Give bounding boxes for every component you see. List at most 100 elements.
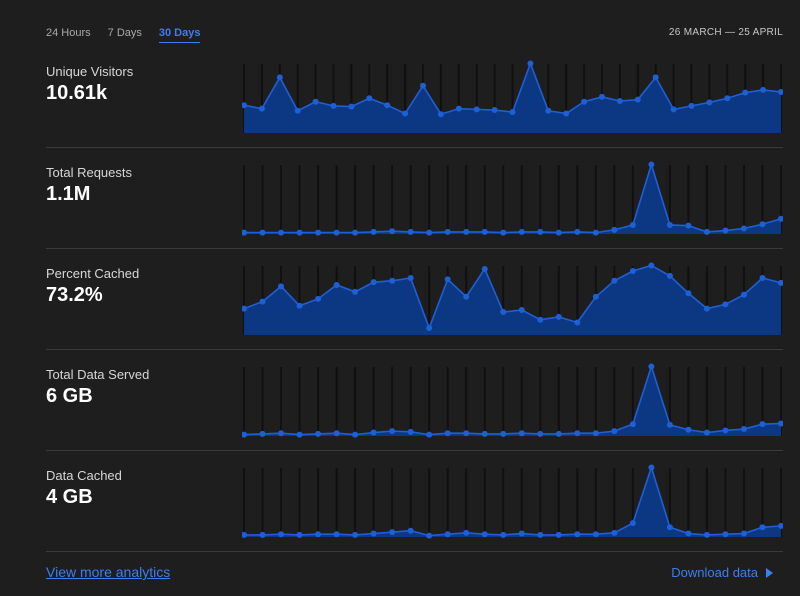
series-area xyxy=(244,265,781,335)
data-point xyxy=(611,226,618,233)
data-point xyxy=(648,363,655,370)
data-point xyxy=(330,102,337,109)
sparkline-chart-total-data-served xyxy=(242,363,783,438)
series-area xyxy=(244,366,781,436)
sparkline-chart-data-cached xyxy=(242,464,783,539)
data-point xyxy=(444,430,451,437)
data-point xyxy=(666,524,673,531)
data-point xyxy=(278,229,285,236)
data-point xyxy=(685,530,692,537)
data-point xyxy=(537,228,544,235)
data-point xyxy=(500,531,507,538)
data-point xyxy=(574,228,581,235)
data-point xyxy=(352,288,359,295)
play-icon xyxy=(766,567,773,578)
download-data-button[interactable]: Download data xyxy=(671,565,773,580)
data-point xyxy=(258,105,265,112)
data-point xyxy=(778,522,783,529)
series-area xyxy=(244,467,781,537)
row-divider xyxy=(46,248,783,249)
data-point xyxy=(759,274,766,281)
data-point xyxy=(706,99,713,106)
tab-7-days[interactable]: 7 Days xyxy=(107,27,142,39)
series-line xyxy=(243,363,782,436)
data-point xyxy=(370,279,377,286)
data-point xyxy=(259,298,266,305)
data-point xyxy=(648,262,655,269)
data-point xyxy=(352,531,359,538)
data-point xyxy=(370,530,377,537)
data-point xyxy=(652,74,659,81)
data-point xyxy=(333,281,340,288)
data-point xyxy=(278,430,285,437)
data-point xyxy=(276,74,283,81)
data-point xyxy=(574,430,581,437)
data-point xyxy=(759,524,766,531)
data-point xyxy=(581,98,588,105)
data-point xyxy=(648,161,655,168)
data-point xyxy=(574,319,581,326)
data-point xyxy=(481,531,488,538)
data-point xyxy=(242,102,247,109)
data-point xyxy=(315,531,322,538)
data-point xyxy=(296,431,303,438)
data-point xyxy=(555,430,562,437)
data-point xyxy=(666,221,673,228)
data-point xyxy=(722,301,729,308)
data-point xyxy=(481,265,488,272)
data-point xyxy=(740,530,747,537)
data-point xyxy=(444,531,451,538)
data-point xyxy=(426,325,433,332)
data-point xyxy=(648,464,655,471)
data-point xyxy=(333,531,340,538)
metric-label: Data Cached xyxy=(46,468,122,483)
data-point xyxy=(629,421,636,428)
data-point xyxy=(500,309,507,316)
metric-label: Total Requests xyxy=(46,165,132,180)
data-point xyxy=(333,430,340,437)
data-point xyxy=(722,227,729,234)
data-point xyxy=(296,229,303,236)
data-point xyxy=(333,229,340,236)
data-point xyxy=(518,430,525,437)
data-point xyxy=(259,229,266,236)
date-range: 26 MARCH — 25 APRIL xyxy=(668,27,783,38)
data-point xyxy=(444,228,451,235)
metric-value: 10.61k xyxy=(46,82,108,104)
data-point xyxy=(315,295,322,302)
data-point xyxy=(389,277,396,284)
data-point xyxy=(312,98,319,105)
data-point xyxy=(592,531,599,538)
data-point xyxy=(402,110,409,117)
data-point xyxy=(703,429,710,436)
data-point xyxy=(592,229,599,236)
data-point xyxy=(278,531,285,538)
data-point xyxy=(407,274,414,281)
tab-24-hours[interactable]: 24 Hours xyxy=(46,27,91,39)
data-point xyxy=(366,95,373,102)
data-point xyxy=(455,105,462,112)
data-point xyxy=(518,228,525,235)
data-point xyxy=(242,531,247,538)
data-point xyxy=(491,107,498,114)
tab-30-days[interactable]: 30 Days xyxy=(158,26,201,43)
series-area xyxy=(244,63,781,133)
data-point xyxy=(384,102,391,109)
data-point xyxy=(778,420,783,427)
metric-row-unique-visitors: Unique Visitors 10.61k xyxy=(46,48,783,148)
data-point xyxy=(778,88,783,95)
view-more-analytics-link[interactable]: View more analytics xyxy=(46,564,171,580)
data-point xyxy=(370,228,377,235)
data-point xyxy=(294,107,301,114)
data-point xyxy=(666,272,673,279)
data-point xyxy=(259,430,266,437)
data-point xyxy=(740,426,747,433)
data-point xyxy=(348,103,355,110)
data-point xyxy=(688,102,695,109)
data-point xyxy=(518,530,525,537)
data-point xyxy=(634,96,641,103)
data-point xyxy=(629,268,636,275)
data-point xyxy=(778,279,783,286)
data-point xyxy=(473,106,480,113)
data-point xyxy=(426,229,433,236)
